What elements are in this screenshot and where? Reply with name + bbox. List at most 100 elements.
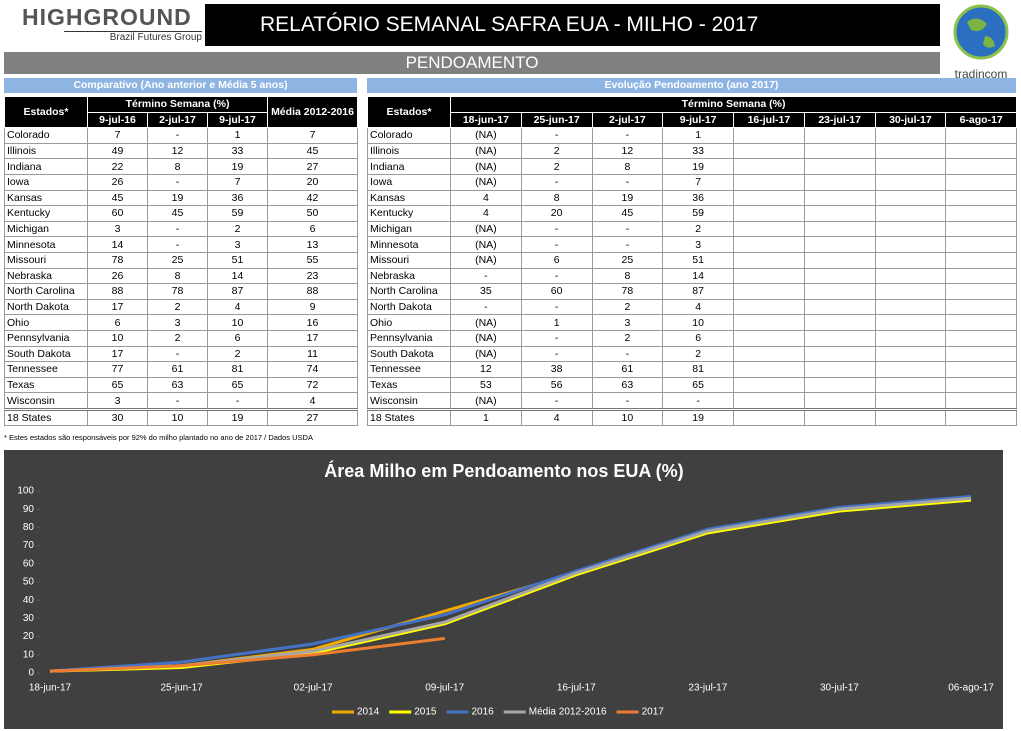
- value-cell: 10: [206, 314, 269, 331]
- value-cell: -: [206, 392, 269, 410]
- state-cell: Minnesota: [4, 236, 88, 253]
- chart-title: Área Milho em Pendoamento nos EUA (%): [324, 460, 683, 481]
- value-cell: (NA): [450, 158, 522, 175]
- value-cell: 2: [662, 345, 734, 363]
- state-cell: Colorado: [4, 127, 88, 144]
- value-cell: 10: [662, 314, 734, 331]
- value-cell: [945, 267, 1018, 285]
- state-cell: Illinois: [367, 142, 451, 160]
- value-cell: 63: [147, 376, 208, 394]
- value-cell: 25: [147, 251, 208, 269]
- value-cell: (NA): [450, 220, 522, 238]
- state-cell: Minnesota: [367, 236, 451, 253]
- value-cell: [874, 361, 947, 378]
- value-cell: -: [591, 127, 664, 144]
- value-cell: 12: [591, 142, 664, 160]
- value-cell: 7: [206, 173, 269, 191]
- value-cell: [803, 329, 876, 347]
- state-cell: Colorado: [367, 127, 451, 144]
- header-cell: 9-jul-16: [87, 111, 148, 129]
- state-cell: Michigan: [367, 220, 451, 238]
- value-cell: 65: [662, 376, 734, 394]
- value-cell: [803, 361, 876, 378]
- table-row: Ohio 6 3 10 16: [4, 314, 359, 331]
- value-cell: [945, 329, 1018, 347]
- value-cell: 6: [87, 314, 148, 331]
- value-cell: 51: [206, 251, 269, 269]
- value-cell: [803, 407, 876, 427]
- state-cell: Ohio: [367, 314, 451, 331]
- value-cell: -: [520, 127, 593, 144]
- value-cell: -: [520, 345, 593, 363]
- value-cell: 3: [87, 220, 148, 238]
- value-cell: [874, 407, 947, 427]
- value-cell: [733, 376, 805, 394]
- value-cell: 78: [87, 251, 148, 269]
- value-cell: -: [591, 173, 664, 191]
- value-cell: 6: [662, 329, 734, 347]
- value-cell: [874, 189, 947, 207]
- state-cell: Pennsylvania: [4, 329, 88, 347]
- value-cell: [803, 267, 876, 285]
- value-cell: [945, 407, 1018, 427]
- value-cell: [945, 220, 1018, 238]
- y-tick-label: 50: [23, 577, 35, 588]
- state-cell: Missouri: [367, 251, 451, 269]
- table-row: Pennsylvania (NA) -2 6: [367, 329, 1018, 347]
- table-row: Kansas 45 19 36 42: [4, 189, 359, 207]
- table-row: Indiana (NA) 2 8 19: [367, 158, 1018, 175]
- x-tick-label: 06-ago-17: [948, 683, 994, 694]
- state-cell: Texas: [4, 376, 88, 394]
- value-cell: 45: [591, 205, 664, 222]
- header-cell: 18-jun-17: [450, 111, 522, 129]
- value-cell: 10: [591, 407, 664, 427]
- header-cell: Término Semana (%): [86, 96, 269, 113]
- value-cell: [874, 314, 947, 331]
- value-cell: [733, 142, 805, 160]
- table-row: North Carolina 35 60 78 87: [367, 283, 1018, 300]
- value-cell: 1: [662, 127, 734, 144]
- value-cell: 17: [87, 298, 148, 316]
- value-cell: [803, 314, 876, 331]
- value-cell: [945, 158, 1018, 175]
- value-cell: 27: [267, 407, 359, 427]
- table-row: Colorado (NA) - -1: [367, 127, 1018, 144]
- x-tick-label: 30-jul-17: [820, 683, 859, 694]
- value-cell: [733, 267, 805, 285]
- state-cell: Texas: [367, 376, 451, 394]
- state-cell: Kentucky: [367, 205, 451, 222]
- value-cell: 59: [662, 205, 734, 222]
- legend-label: 2017: [642, 707, 665, 718]
- x-tick-label: 18-jun-17: [29, 683, 72, 694]
- value-cell: (NA): [450, 142, 522, 160]
- value-cell: 19: [662, 158, 734, 175]
- value-cell: 49: [87, 142, 148, 160]
- value-cell: 2: [591, 298, 664, 316]
- legend-label: Média 2012-2016: [529, 707, 607, 718]
- value-cell: 17: [87, 345, 148, 363]
- state-cell: Ohio: [4, 314, 88, 331]
- value-cell: [945, 236, 1018, 253]
- value-cell: 3: [87, 392, 148, 410]
- value-cell: [945, 376, 1018, 394]
- table-row: Nebraska 26 8 14 23: [4, 267, 359, 285]
- value-cell: 10: [87, 329, 148, 347]
- value-cell: 27: [267, 158, 359, 175]
- value-cell: 8: [147, 158, 208, 175]
- y-tick-label: 10: [23, 649, 35, 660]
- logo-right-text: tradincom: [954, 67, 1008, 81]
- value-cell: 87: [206, 283, 269, 300]
- series-line: [49, 636, 445, 673]
- value-cell: [803, 251, 876, 269]
- value-cell: 22: [87, 158, 148, 175]
- value-cell: -: [520, 173, 593, 191]
- value-cell: 20: [520, 205, 593, 222]
- value-cell: 81: [206, 361, 269, 378]
- table-row: Kentucky 4 20 45 59: [367, 205, 1018, 222]
- value-cell: 77: [87, 361, 148, 378]
- y-tick-label: 90: [23, 504, 35, 515]
- value-cell: (NA): [450, 314, 522, 331]
- state-cell: 18 States: [4, 407, 88, 427]
- total-row: 18 States 1 4 10 19: [367, 407, 1018, 427]
